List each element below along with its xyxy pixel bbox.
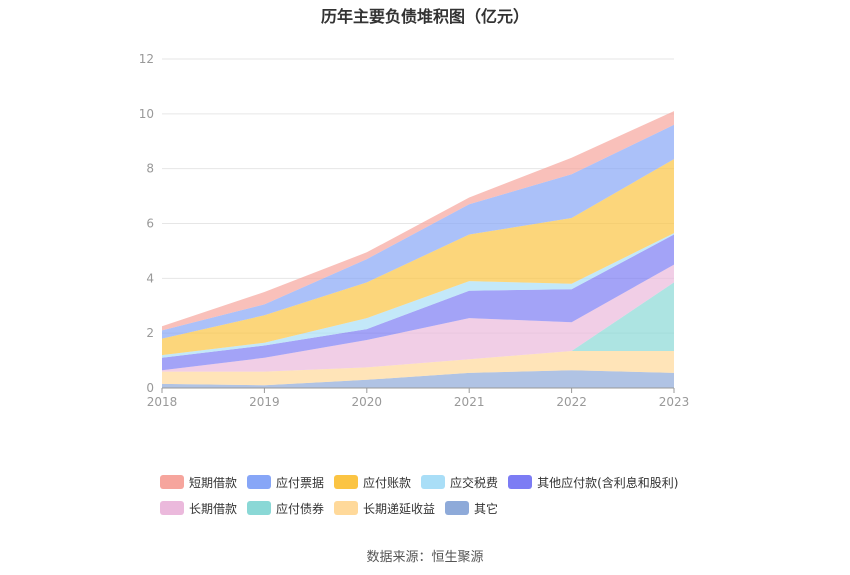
x-tick-label: 2023 [659,395,690,409]
y-tick-label: 6 [146,217,154,231]
legend-label: 应交税费 [450,475,499,490]
area-series-长期递延收益 [162,351,674,386]
legend-swatch [160,501,184,515]
area-series-应付票据 [162,124,674,339]
legend-item[interactable]: 应付票据 [247,474,324,491]
chart-plot-area: 0 2 4 6 8 10 12 2018 2019 2020 2021 2022 2023 [139,52,690,409]
legend-label: 长期递延收益 [363,501,436,516]
legend-item[interactable]: 应付债券 [247,500,324,517]
legend-swatch [445,501,470,515]
area-series-其它 [162,370,674,388]
y-tick-label: 12 [139,52,154,66]
legend-label: 短期借款 [189,475,238,490]
legend-swatch [421,475,446,489]
y-tick-label: 2 [146,326,154,340]
x-tick-label: 2021 [454,395,485,409]
legend-swatch [508,475,533,489]
y-tick-label: 4 [146,271,154,285]
legend-item[interactable]: 短期借款 [160,474,237,491]
legend-label: 应付账款 [363,475,412,490]
legend-label: 长期借款 [189,501,238,516]
legend-label: 应付票据 [276,475,325,490]
y-tick-label: 8 [146,162,154,176]
legend-row: 长期借款 应付债券 长期递延收益 其它 [160,498,720,518]
legend-swatch [247,475,272,489]
legend-item[interactable]: 长期递延收益 [334,500,435,517]
legend-item[interactable]: 其它 [445,500,498,517]
y-tick-label: 10 [139,107,154,121]
legend-swatch [334,475,359,489]
legend-swatch [334,501,359,515]
legend-row: 短期借款 应付票据 应付账款 应交税费 其他应付款(含利息和股利) [160,472,720,492]
y-tick-label: 0 [146,381,154,395]
legend: 短期借款 应付票据 应付账款 应交税费 其他应付款(含利息和股利) 长期借款 应付债券 长期递… [160,472,720,524]
legend-swatch [247,501,272,515]
x-tick-label: 2019 [249,395,280,409]
legend-item[interactable]: 其他应付款(含利息和股利) [508,474,678,491]
legend-label: 应付债券 [276,501,325,516]
x-tick-label: 2020 [352,395,383,409]
legend-label: 其他应付款(含利息和股利) [537,475,679,490]
x-tick-label: 2018 [147,395,178,409]
area-series-长期借款 [162,264,674,372]
data-source: 数据来源：恒生聚源 [366,550,484,565]
legend-item[interactable]: 长期借款 [160,500,237,517]
chart-title: 历年主要负债堆积图（亿元） [320,7,529,26]
legend-item[interactable]: 应付账款 [334,474,411,491]
area-series-其他应付款(含利息和股利) [162,234,674,371]
legend-item[interactable]: 应交税费 [421,474,498,491]
area-series-应付账款 [162,159,674,356]
legend-label: 其它 [474,501,499,516]
x-tick-label: 2022 [556,395,587,409]
legend-swatch [160,475,184,489]
